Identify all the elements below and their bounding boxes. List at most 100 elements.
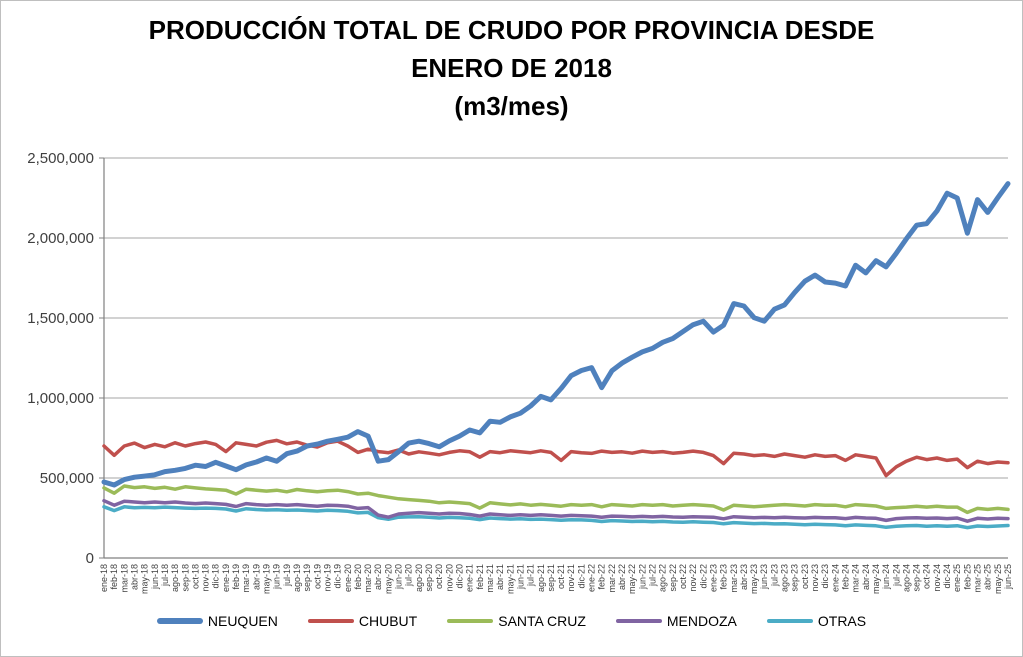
svg-text:dic-21: dic-21 xyxy=(576,564,586,589)
svg-text:dic-23: dic-23 xyxy=(820,564,830,589)
svg-text:sep-23: sep-23 xyxy=(790,564,800,592)
svg-text:sep-22: sep-22 xyxy=(668,564,678,592)
svg-text:ago-23: ago-23 xyxy=(780,564,790,592)
svg-text:jun-22: jun-22 xyxy=(637,564,647,590)
svg-text:jun-21: jun-21 xyxy=(515,564,525,590)
legend-label: NEUQUEN xyxy=(207,613,278,629)
svg-text:jul-19: jul-19 xyxy=(282,564,292,587)
svg-text:abr-19: abr-19 xyxy=(251,564,261,590)
svg-text:jul-21: jul-21 xyxy=(526,564,536,587)
series-line-neuquen xyxy=(101,181,1011,488)
chart-title-line2: ENERO DE 2018 xyxy=(411,53,612,83)
svg-text:abr-18: abr-18 xyxy=(129,564,139,590)
gridlines xyxy=(99,157,1008,559)
axes xyxy=(103,158,1008,559)
svg-text:ene-20: ene-20 xyxy=(343,564,353,592)
svg-text:sep-24: sep-24 xyxy=(912,564,922,592)
x-axis-labels: ene-18 feb-18 mar-18 abr-18 may-18 jun-18 jul-… xyxy=(99,564,1013,594)
svg-text:mar-24: mar-24 xyxy=(851,564,861,593)
svg-text:jun-18: jun-18 xyxy=(150,564,160,590)
svg-text:abr-21: abr-21 xyxy=(495,564,505,590)
svg-text:dic-24: dic-24 xyxy=(942,564,952,589)
svg-text:jun-19: jun-19 xyxy=(272,564,282,590)
svg-text:oct-24: oct-24 xyxy=(922,564,932,589)
svg-text:feb-23: feb-23 xyxy=(719,564,729,590)
svg-text:1,000,000: 1,000,000 xyxy=(27,390,94,407)
svg-text:oct-22: oct-22 xyxy=(678,564,688,589)
svg-text:nov-21: nov-21 xyxy=(566,564,576,592)
svg-text:nov-19: nov-19 xyxy=(322,564,332,592)
svg-text:1,500,000: 1,500,000 xyxy=(27,310,94,327)
svg-text:sep-20: sep-20 xyxy=(424,564,434,592)
svg-text:ene-24: ene-24 xyxy=(830,564,840,592)
legend-item-chubut[interactable]: CHUBUT xyxy=(307,613,417,629)
legend-item-mendoza[interactable]: MENDOZA xyxy=(615,613,737,629)
svg-text:mar-18: mar-18 xyxy=(119,564,129,593)
svg-text:abr-22: abr-22 xyxy=(617,564,627,590)
svg-text:ago-24: ago-24 xyxy=(901,564,911,592)
svg-text:may-22: may-22 xyxy=(627,564,637,594)
svg-text:oct-19: oct-19 xyxy=(312,564,322,589)
y-axis-labels: 0 500,000 1,000,000 1,500,000 2,000,000 2,500… xyxy=(27,150,94,567)
legend-item-otras[interactable]: OTRAS xyxy=(766,613,867,629)
svg-text:mar-20: mar-20 xyxy=(363,564,373,593)
svg-text:jul-20: jul-20 xyxy=(404,564,414,587)
svg-text:ene-22: ene-22 xyxy=(587,564,597,592)
svg-text:feb-25: feb-25 xyxy=(962,564,972,590)
svg-text:oct-21: oct-21 xyxy=(556,564,566,589)
svg-text:abr-24: abr-24 xyxy=(861,564,871,590)
svg-text:may-20: may-20 xyxy=(383,564,393,594)
svg-text:feb-18: feb-18 xyxy=(109,564,119,590)
svg-text:feb-21: feb-21 xyxy=(475,564,485,590)
legend-item-santa-cruz[interactable]: SANTA CRUZ xyxy=(447,613,586,629)
svg-text:ene-23: ene-23 xyxy=(708,564,718,592)
svg-text:ago-22: ago-22 xyxy=(658,564,668,592)
legend-item-neuquen[interactable]: NEUQUEN xyxy=(156,613,278,629)
svg-text:jun-25: jun-25 xyxy=(1003,564,1013,590)
svg-text:ago-18: ago-18 xyxy=(170,564,180,592)
svg-text:jun-20: jun-20 xyxy=(394,564,404,590)
legend-swatch-otras xyxy=(766,618,813,624)
svg-text:nov-24: nov-24 xyxy=(932,564,942,592)
svg-text:oct-18: oct-18 xyxy=(190,564,200,589)
legend-swatch-mendoza xyxy=(615,618,662,624)
svg-text:oct-23: oct-23 xyxy=(800,564,810,589)
svg-text:ene-18: ene-18 xyxy=(99,564,109,592)
svg-text:ago-19: ago-19 xyxy=(292,564,302,592)
svg-text:ago-20: ago-20 xyxy=(414,564,424,592)
legend-swatch-neuquen xyxy=(156,618,203,624)
svg-text:nov-22: nov-22 xyxy=(688,564,698,592)
svg-text:mar-25: mar-25 xyxy=(973,564,983,593)
legend-label: MENDOZA xyxy=(666,613,737,629)
svg-text:dic-19: dic-19 xyxy=(333,564,343,589)
series-line-otras xyxy=(102,505,1010,530)
svg-text:500,000: 500,000 xyxy=(40,470,94,487)
legend-label: SANTA CRUZ xyxy=(498,613,586,629)
svg-text:jul-23: jul-23 xyxy=(769,564,779,587)
chart-legend: NEUQUEN CHUBUT SANTA CRUZ MENDOZA OTRAS xyxy=(1,613,1022,629)
svg-text:sep-18: sep-18 xyxy=(180,564,190,592)
svg-text:feb-20: feb-20 xyxy=(353,564,363,590)
svg-text:sep-21: sep-21 xyxy=(546,564,556,592)
svg-text:ago-21: ago-21 xyxy=(536,564,546,592)
svg-text:may-19: may-19 xyxy=(262,564,272,594)
svg-text:dic-22: dic-22 xyxy=(698,564,708,589)
svg-text:nov-20: nov-20 xyxy=(444,564,454,592)
svg-text:0: 0 xyxy=(86,550,94,567)
svg-text:jun-23: jun-23 xyxy=(759,564,769,590)
svg-text:abr-25: abr-25 xyxy=(983,564,993,590)
svg-text:nov-23: nov-23 xyxy=(810,564,820,592)
svg-text:jul-22: jul-22 xyxy=(647,564,657,587)
legend-label: OTRAS xyxy=(817,613,867,629)
svg-text:ene-21: ene-21 xyxy=(465,564,475,592)
svg-text:2,500,000: 2,500,000 xyxy=(27,150,94,167)
svg-text:feb-24: feb-24 xyxy=(840,564,850,590)
svg-text:jul-24: jul-24 xyxy=(891,564,901,587)
chart-title-line3: (m3/mes) xyxy=(454,91,569,121)
chart-canvas: 0 500,000 1,000,000 1,500,000 2,000,000 2,500… xyxy=(27,150,1013,594)
svg-text:may-18: may-18 xyxy=(140,564,150,594)
svg-text:jul-18: jul-18 xyxy=(160,564,170,587)
series-line-chubut xyxy=(102,438,1010,478)
svg-text:mar-22: mar-22 xyxy=(607,564,617,593)
